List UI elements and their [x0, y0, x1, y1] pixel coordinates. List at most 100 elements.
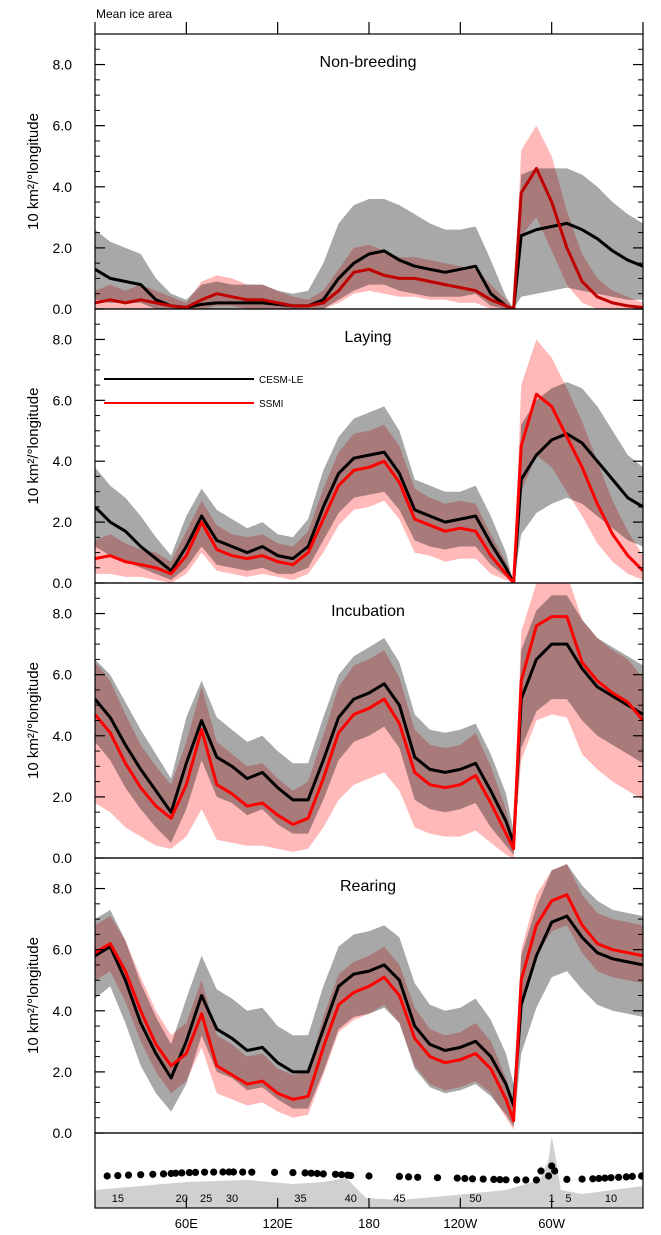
y-tick-label: 8.0 — [53, 57, 73, 73]
colony-dot — [191, 1168, 200, 1176]
colony-dot — [347, 1172, 355, 1180]
plot-area — [95, 583, 643, 858]
y-tick-label: 4.0 — [53, 179, 73, 195]
colony-dot — [114, 1172, 122, 1180]
cesm-le-range-band — [95, 168, 643, 309]
y-tick-label: 2.0 — [53, 789, 73, 805]
colony-dot — [248, 1168, 256, 1176]
ssmi-range-band — [95, 125, 643, 309]
colony-dot — [513, 1176, 521, 1184]
colony-dot — [433, 1174, 442, 1182]
panel-title: Laying — [344, 329, 391, 346]
colony-dot — [185, 1169, 193, 1177]
colony-dot — [159, 1170, 168, 1178]
ssmi-line — [95, 392, 643, 583]
ssmi-range-band — [95, 583, 643, 858]
colony-dot — [338, 1171, 346, 1179]
colony-number-label: 40 — [345, 1193, 357, 1205]
colony-dot — [331, 1170, 340, 1178]
x-tick-label: 120W — [443, 1216, 478, 1231]
colony-dot — [532, 1176, 541, 1184]
colony-dot — [271, 1168, 279, 1176]
colony-dot — [578, 1175, 586, 1183]
colony-dot — [453, 1174, 461, 1182]
x-tick-label: 60W — [538, 1216, 565, 1231]
ssmi-line — [95, 615, 643, 851]
colony-number-label: 15 — [112, 1193, 124, 1205]
colony-dot — [461, 1174, 469, 1183]
colony-dot — [490, 1175, 498, 1183]
colony-number-label: 35 — [294, 1193, 306, 1205]
y-tick-label: 2.0 — [53, 240, 73, 256]
x-tick-label: 180 — [358, 1216, 380, 1231]
legend-label-cesm-le: CESM-LE — [259, 375, 304, 386]
colony-number-label: 20 — [176, 1193, 188, 1205]
colony-number-label: 5 — [565, 1193, 571, 1205]
panel-rearing: 0.0 2.0 4.0 6.0 8.0 10 km²/°longitude Rearing — [25, 857, 644, 1141]
colony-dot — [589, 1175, 597, 1183]
colony-dot — [178, 1169, 186, 1177]
colony-dot — [545, 1172, 553, 1180]
colony-dot — [137, 1171, 145, 1179]
y-tick-label: 0.0 — [53, 301, 73, 317]
y-tick-label: 6.0 — [53, 942, 73, 958]
colony-dot — [537, 1167, 545, 1175]
colony-dot — [307, 1169, 315, 1177]
figure-title: Mean ice area — [96, 7, 172, 21]
y-tick-label: 4.0 — [53, 1003, 73, 1019]
map-area — [95, 1136, 643, 1208]
colony-dot — [496, 1176, 504, 1184]
y-tick-label: 0.0 — [53, 850, 73, 866]
colony-dot — [124, 1171, 133, 1179]
colony-dot — [601, 1174, 609, 1182]
legend: CESM-LE SSMI — [104, 375, 304, 410]
colony-dot — [103, 1172, 111, 1180]
y-axis-label: 10 km²/°longitude — [25, 937, 42, 1054]
colony-dot — [239, 1168, 247, 1176]
colony-dot — [219, 1168, 227, 1176]
colony-dot — [405, 1173, 413, 1181]
colony-dot — [149, 1170, 157, 1178]
y-tick-label: 2.0 — [53, 514, 73, 530]
colony-dot — [479, 1175, 487, 1183]
colony-dot — [637, 1172, 643, 1180]
panel-title: Rearing — [340, 878, 396, 895]
colony-dot — [289, 1169, 297, 1177]
panel-title: Incubation — [331, 603, 405, 620]
x-tick-label: 60E — [175, 1216, 198, 1231]
y-tick-label: 8.0 — [53, 881, 73, 897]
y-tick-label: 0.0 — [53, 575, 73, 591]
plot-area — [95, 864, 643, 1130]
colony-dot — [319, 1170, 327, 1178]
colony-dot — [395, 1172, 403, 1180]
colony-dot — [615, 1173, 623, 1181]
colony-dot — [622, 1173, 630, 1181]
colony-dot — [502, 1176, 510, 1184]
colony-dot — [201, 1168, 209, 1176]
colony-dot — [172, 1169, 180, 1177]
colony-number-label: 50 — [469, 1193, 481, 1205]
cesm-le-line — [95, 642, 643, 845]
colony-number-label: 30 — [226, 1193, 238, 1205]
y-tick-label: 6.0 — [53, 392, 73, 408]
colony-dot — [229, 1168, 238, 1176]
colony-dot — [607, 1174, 615, 1182]
colony-dot — [468, 1175, 477, 1183]
colony-dot — [301, 1169, 309, 1177]
y-tick-label: 8.0 — [53, 606, 73, 622]
colony-dot — [628, 1172, 636, 1180]
plot-area — [95, 125, 643, 309]
x-tick-label: 120E — [262, 1216, 293, 1231]
colony-number-label: 25 — [200, 1193, 212, 1205]
ssmi-line — [95, 893, 643, 1123]
y-axis-label: 10 km²/°longitude — [25, 113, 42, 230]
panel-incubation: 0.0 2.0 4.0 6.0 8.0 10 km²/°longitude Incubati… — [25, 582, 644, 866]
y-tick-label: 0.0 — [53, 1125, 73, 1141]
colony-dot — [551, 1167, 559, 1175]
y-tick-label: 4.0 — [53, 453, 73, 469]
ssmi-range-band — [95, 339, 643, 583]
y-axis-label: 10 km²/°longitude — [25, 662, 42, 779]
y-tick-label: 6.0 — [53, 118, 73, 134]
colony-dot — [365, 1172, 373, 1180]
